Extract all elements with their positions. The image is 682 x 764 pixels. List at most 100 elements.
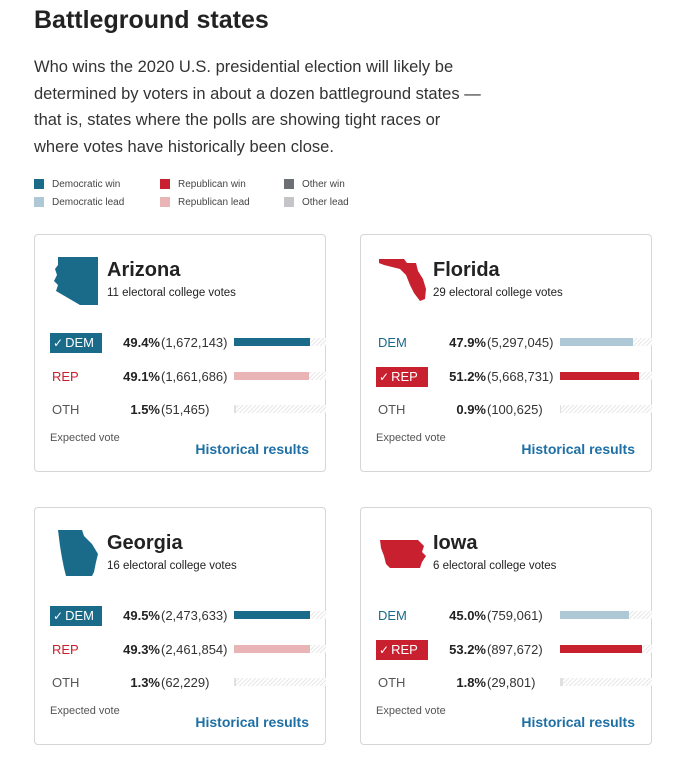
- vote-bar: [560, 372, 639, 380]
- vote-percent: 49.4%: [123, 335, 160, 350]
- vote-count: (2,461,854): [161, 642, 228, 657]
- iowa-shape-icon: [380, 540, 426, 568]
- legend-label: Republican lead: [178, 196, 250, 208]
- arizona-shape-icon: [54, 257, 98, 305]
- vote-count: (5,668,731): [487, 369, 554, 384]
- legend-item: Other win: [284, 176, 394, 192]
- expected-vote-label: Expected vote: [50, 705, 120, 717]
- result-row-rep: ✓ REP 53.2% (897,672): [376, 640, 652, 660]
- legend: Democratic win Republican win Other win …: [34, 176, 394, 210]
- vote-bar: [560, 678, 563, 686]
- vote-bar: [234, 611, 310, 619]
- legend-swatch: [284, 197, 294, 207]
- result-row-oth: ✓OTH 1.8%(29,801): [376, 673, 652, 693]
- vote-percent: 51.2%: [449, 369, 486, 384]
- result-row-dem: ✓ DEM 49.5% (2,473,633): [50, 606, 326, 626]
- vote-bar-track: [560, 338, 652, 346]
- vote-percent: 1.5%: [130, 402, 160, 417]
- vote-bar-track: [560, 678, 652, 686]
- state-card-florida: Florida 29 electoral college votes ✓DEM 4…: [360, 234, 652, 472]
- result-row-dem: ✓DEM 47.9%(5,297,045): [376, 333, 652, 353]
- vote-count: (29,801): [487, 675, 536, 690]
- check-icon: ✓: [53, 609, 64, 623]
- party-label: ✓REP: [52, 369, 79, 384]
- vote-count: (897,672): [487, 642, 543, 657]
- party-label: ✓OTH: [52, 675, 80, 690]
- vote-count: (62,229): [161, 675, 210, 690]
- historical-results-link[interactable]: Historical results: [195, 714, 309, 730]
- vote-percent: 0.9%: [456, 402, 486, 417]
- legend-item: Other lead: [284, 194, 394, 210]
- party-label: ✓DEM: [378, 335, 407, 350]
- result-row-rep: ✓REP 49.1%(1,661,686): [50, 367, 326, 387]
- check-icon: ✓: [53, 336, 64, 350]
- historical-results-link[interactable]: Historical results: [521, 441, 635, 457]
- state-name: Iowa: [433, 532, 478, 554]
- vote-percent: 49.5%: [123, 608, 160, 623]
- vote-percent: 49.3%: [123, 642, 160, 657]
- vote-bar-track: [560, 405, 652, 413]
- party-label: ✓REP: [52, 642, 79, 657]
- legend-label: Other lead: [302, 196, 349, 208]
- vote-bar: [560, 338, 633, 346]
- georgia-shape-icon: [58, 530, 98, 576]
- party-label: ✓DEM: [50, 333, 102, 353]
- check-icon: ✓: [379, 370, 390, 384]
- legend-item: Democratic win: [34, 176, 160, 192]
- vote-count: (1,672,143): [161, 335, 228, 350]
- legend-swatch: [160, 179, 170, 189]
- state-card-arizona: Arizona 11 electoral college votes ✓ DEM 4…: [34, 234, 326, 472]
- vote-bar-track: [234, 645, 326, 653]
- vote-bar-track: [560, 611, 652, 619]
- state-card-georgia: Georgia 16 electoral college votes ✓ DEM 4…: [34, 507, 326, 745]
- state-name: Georgia: [107, 532, 183, 554]
- expected-vote-label: Expected vote: [376, 432, 446, 444]
- expected-vote-label: Expected vote: [376, 705, 446, 717]
- vote-percent: 53.2%: [449, 642, 486, 657]
- vote-bar: [560, 611, 629, 619]
- legend-item: Republican win: [160, 176, 284, 192]
- vote-percent: 47.9%: [449, 335, 486, 350]
- party-label: ✓DEM: [50, 606, 102, 626]
- check-icon: ✓: [379, 643, 390, 657]
- result-row-rep: ✓ REP 51.2% (5,668,731): [376, 367, 652, 387]
- legend-swatch: [34, 179, 44, 189]
- florida-shape-icon: [379, 259, 426, 301]
- vote-bar: [234, 405, 236, 413]
- party-label: ✓REP: [376, 367, 428, 387]
- electoral-votes: 16 electoral college votes: [107, 560, 237, 572]
- party-label: ✓DEM: [378, 608, 407, 623]
- vote-bar: [234, 645, 310, 653]
- vote-bar: [234, 338, 310, 346]
- legend-swatch: [34, 197, 44, 207]
- historical-results-link[interactable]: Historical results: [195, 441, 309, 457]
- legend-swatch: [160, 197, 170, 207]
- state-card-iowa: Iowa 6 electoral college votes ✓DEM 45.0%…: [360, 507, 652, 745]
- result-row-rep: ✓REP 49.3%(2,461,854): [50, 640, 326, 660]
- vote-bar-track: [234, 611, 326, 619]
- vote-count: (100,625): [487, 402, 543, 417]
- party-label: ✓OTH: [378, 402, 406, 417]
- vote-bar: [560, 405, 561, 413]
- vote-percent: 1.3%: [130, 675, 160, 690]
- vote-count: (1,661,686): [161, 369, 228, 384]
- vote-percent: 45.0%: [449, 608, 486, 623]
- vote-bar-track: [234, 405, 326, 413]
- legend-label: Republican win: [178, 178, 246, 190]
- vote-count: (759,061): [487, 608, 543, 623]
- historical-results-link[interactable]: Historical results: [521, 714, 635, 730]
- page-title: Battleground states: [34, 6, 269, 34]
- vote-percent: 1.8%: [456, 675, 486, 690]
- vote-bar: [234, 678, 236, 686]
- electoral-votes: 29 electoral college votes: [433, 287, 563, 299]
- vote-count: (51,465): [161, 402, 210, 417]
- intro-text: Who wins the 2020 U.S. presidential elec…: [34, 58, 481, 156]
- result-row-oth: ✓OTH 0.9%(100,625): [376, 400, 652, 420]
- legend-label: Other win: [302, 178, 345, 190]
- vote-percent: 49.1%: [123, 369, 160, 384]
- vote-count: (5,297,045): [487, 335, 554, 350]
- state-name: Florida: [433, 259, 500, 281]
- vote-bar-track: [234, 678, 326, 686]
- result-row-dem: ✓DEM 45.0%(759,061): [376, 606, 652, 626]
- party-label: ✓REP: [376, 640, 428, 660]
